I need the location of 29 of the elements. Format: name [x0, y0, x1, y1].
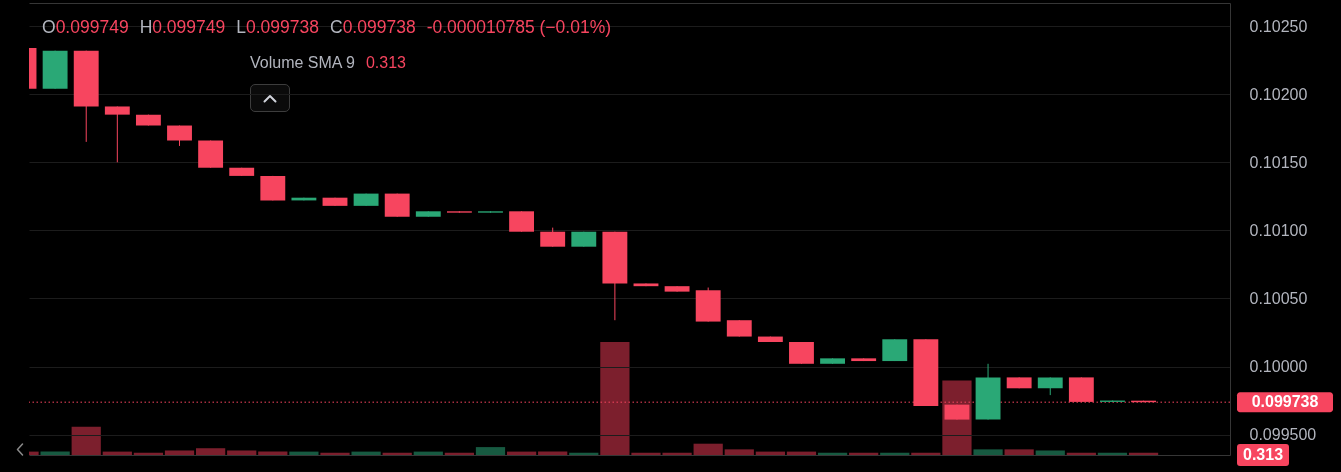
annotation: L0.099738 [236, 17, 319, 37]
bar [196, 448, 226, 455]
y-tick-label: 0.10100 [1249, 221, 1308, 239]
bar [1004, 449, 1034, 455]
bar [475, 447, 506, 455]
y-tick-label: 0.10000 [1249, 358, 1308, 376]
y-tick-label: 0.10150 [1249, 153, 1308, 171]
annotation: O0.099749 [42, 17, 129, 37]
annotation: C0.099738 [330, 17, 416, 37]
annotation: H0.099749 [139, 17, 226, 37]
bar [693, 443, 723, 455]
bar [71, 426, 101, 455]
bar [227, 450, 257, 455]
text: 0.313 [1237, 444, 1290, 466]
bar [164, 450, 195, 455]
bar [1035, 450, 1065, 455]
y-tick-label: 0.10250 [1249, 17, 1308, 35]
annotation: 0.313 [365, 53, 406, 73]
y-tick-label: 0.099500 [1249, 426, 1317, 444]
bar [351, 451, 381, 455]
bar [724, 449, 754, 455]
y-tick-label: 0.10050 [1249, 289, 1308, 307]
bar [289, 451, 319, 455]
annotation: -0.000010785 (−0.01%) [426, 17, 612, 37]
ref-line-label: 0.099738 [1251, 393, 1319, 411]
bar [320, 452, 350, 455]
y-tick-label: 0.10200 [1249, 85, 1308, 103]
bar [973, 449, 1003, 455]
chart-title: Volume SMA 9 [250, 53, 355, 73]
